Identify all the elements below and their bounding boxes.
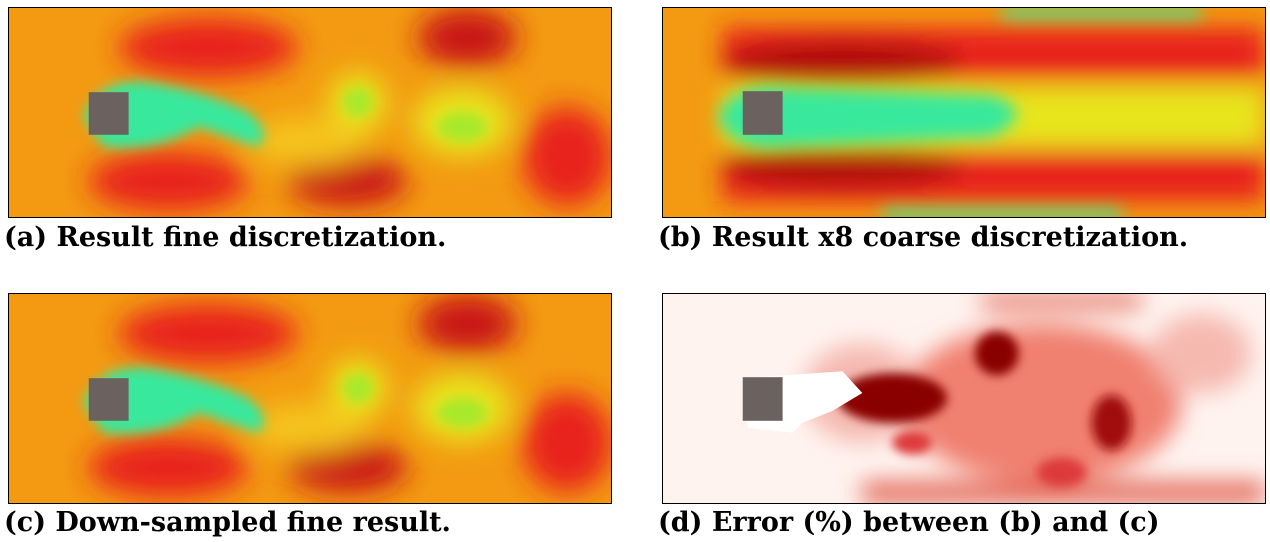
caption-b: (b) Result x8 coarse discretization. bbox=[658, 222, 1189, 253]
plot-d-error-map bbox=[662, 293, 1266, 504]
obstacle-b bbox=[742, 91, 783, 135]
obstacle-d bbox=[742, 377, 783, 421]
plot-b-coarse-result bbox=[662, 7, 1266, 218]
obstacle-c bbox=[88, 378, 129, 421]
caption-a: (a) Result fine discretization. bbox=[4, 222, 447, 253]
error-field-d bbox=[663, 294, 1265, 503]
obstacle-a bbox=[88, 92, 129, 135]
velocity-field-c bbox=[9, 294, 611, 503]
caption-c: (c) Down-sampled fine result. bbox=[4, 507, 451, 538]
plot-c-downsampled-result bbox=[8, 293, 612, 504]
velocity-field-a bbox=[9, 8, 611, 217]
caption-d: (d) Error (%) between (b) and (c) bbox=[658, 507, 1160, 538]
plot-a-fine-result bbox=[8, 7, 612, 218]
velocity-field-b bbox=[663, 8, 1265, 217]
